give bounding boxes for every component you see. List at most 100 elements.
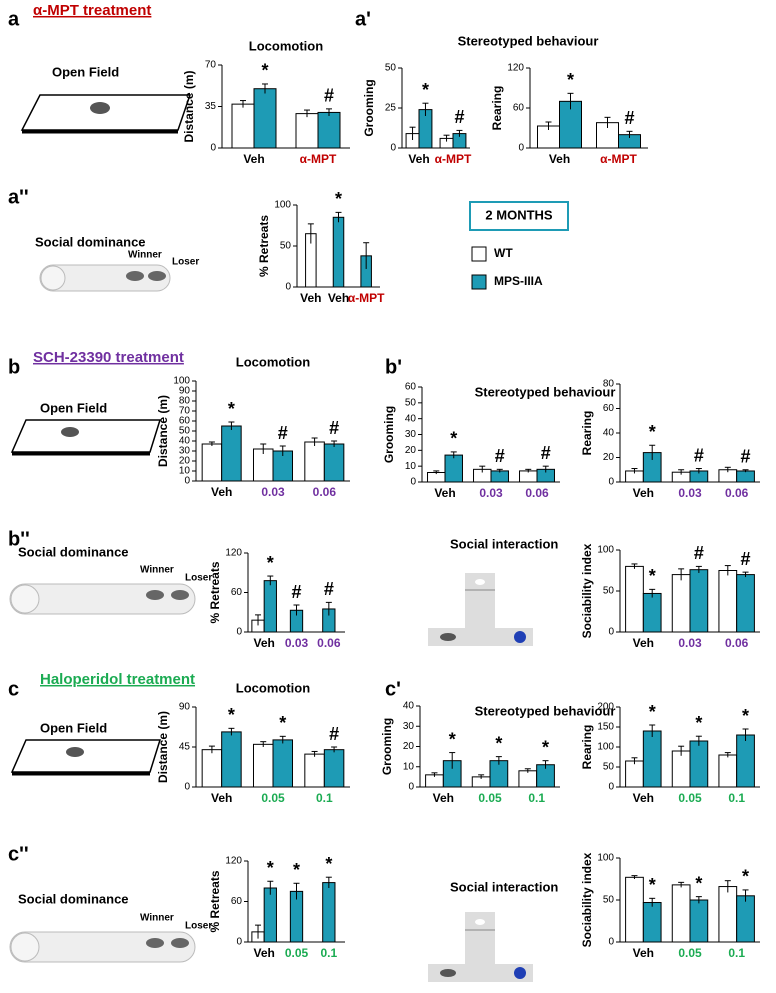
x-tick-label: Veh (211, 485, 232, 499)
bar (253, 88, 277, 149)
significance-mark: # (541, 443, 551, 463)
y-tick-label: 40 (403, 701, 415, 712)
panel-title: Stereotyped behaviour (475, 384, 616, 399)
y-tick-label: 0 (608, 627, 614, 638)
x-tick-label: 0.05 (261, 791, 285, 805)
y-tick-label: 50 (280, 241, 292, 252)
tube-illustration (9, 583, 196, 615)
mouse-label: Winner (140, 913, 174, 924)
y-tick-label: 100 (173, 376, 190, 387)
y-tick-label: 0 (184, 476, 190, 487)
x-tick-label: 0.03 (678, 636, 702, 650)
y-axis-label: Grooming (380, 718, 394, 775)
y-tick-label: 150 (597, 722, 614, 733)
significance-mark: * (649, 875, 656, 895)
y-tick-label: 60 (179, 416, 191, 427)
y-axis-label: Grooming (382, 406, 396, 463)
bar (625, 876, 644, 943)
y-tick-label: 0 (410, 477, 416, 488)
y-axis-label: Rearing (580, 725, 594, 770)
bar (304, 441, 325, 482)
significance-mark: * (495, 733, 502, 753)
legend-swatch (471, 246, 487, 262)
y-tick-label: 50 (603, 586, 615, 597)
y-tick-label: 10 (403, 761, 415, 772)
legend-label: WT (494, 246, 513, 260)
bar (689, 740, 709, 788)
panel-letter: c'' (8, 843, 29, 865)
panel-letter: b (8, 356, 20, 378)
y-axis-label: Rearing (490, 86, 504, 131)
significance-mark: * (449, 729, 456, 749)
open-field-illustration (20, 94, 192, 134)
panel-letter: b' (385, 356, 402, 378)
bar (736, 734, 755, 788)
significance-mark: # (329, 724, 339, 744)
legend-label: MPS-IIIA (494, 274, 543, 288)
bar (444, 454, 463, 483)
mouse-label: Winner (128, 250, 162, 261)
significance-mark: # (278, 423, 288, 443)
x-tick-label: 0.05 (285, 946, 309, 960)
y-tick-label: 35 (205, 101, 217, 112)
bar (518, 770, 538, 788)
y-axis-label: Distance (m) (182, 70, 196, 142)
tube-illustration (39, 264, 171, 292)
y-tick-label: 100 (597, 742, 614, 753)
significance-mark: * (325, 854, 332, 874)
illustration-label: Social interaction (450, 879, 558, 894)
x-tick-label: Veh (633, 791, 654, 805)
y-tick-label: 40 (603, 428, 615, 439)
x-tick-label: 0.03 (678, 486, 702, 500)
bar (201, 443, 223, 482)
open-field-illustration (10, 739, 162, 776)
significance-mark: # (324, 579, 334, 599)
significance-mark: * (649, 422, 656, 442)
y-tick-label: 60 (231, 587, 243, 598)
x-tick-label: Veh (328, 291, 349, 305)
x-tick-label: 0.03 (479, 486, 503, 500)
significance-mark: # (495, 446, 505, 466)
panel-letter: a' (355, 8, 371, 30)
y-tick-label: 50 (179, 426, 191, 437)
bar (718, 570, 738, 633)
bar (252, 743, 274, 788)
chart-title: Locomotion (236, 680, 310, 695)
y-tick-label: 50 (385, 63, 397, 74)
x-tick-label: Veh (253, 636, 274, 650)
x-tick-label: 0.06 (525, 486, 549, 500)
y-tick-label: 45 (179, 742, 191, 753)
y-tick-label: 100 (597, 853, 614, 864)
x-tick-label: 0.06 (317, 636, 341, 650)
open-field-illustration (10, 419, 162, 456)
x-tick-label: 0.1 (316, 791, 333, 805)
y-tick-label: 60 (513, 103, 525, 114)
significance-mark: # (741, 447, 751, 467)
bar (642, 902, 662, 943)
significance-mark: # (324, 86, 334, 106)
treatment-title: Haloperidol treatment (40, 671, 195, 688)
x-tick-label: α-MPT (300, 152, 337, 166)
y-tick-label: 40 (405, 413, 417, 424)
y-tick-label: 0 (236, 937, 242, 948)
chart-title: Locomotion (236, 354, 310, 369)
chart-title: Locomotion (249, 38, 323, 53)
bar (322, 882, 336, 943)
y-tick-label: 0 (408, 782, 414, 793)
y-tick-label: 200 (597, 702, 614, 713)
y-tick-label: 50 (603, 895, 615, 906)
illustration-label: Open Field (40, 720, 107, 735)
y-axis-label: Sociability index (580, 852, 594, 947)
y-axis-label: Grooming (362, 79, 376, 136)
y-axis-label: Sociability index (580, 543, 594, 638)
significance-mark: # (291, 582, 301, 602)
significance-mark: * (567, 70, 574, 90)
bar (490, 470, 509, 483)
y-tick-label: 50 (405, 397, 417, 408)
significance-mark: * (649, 566, 656, 586)
x-tick-label: Veh (243, 152, 264, 166)
bar (201, 749, 223, 788)
x-tick-label: α-MPT (600, 152, 637, 166)
x-tick-label: 0.03 (261, 485, 285, 499)
